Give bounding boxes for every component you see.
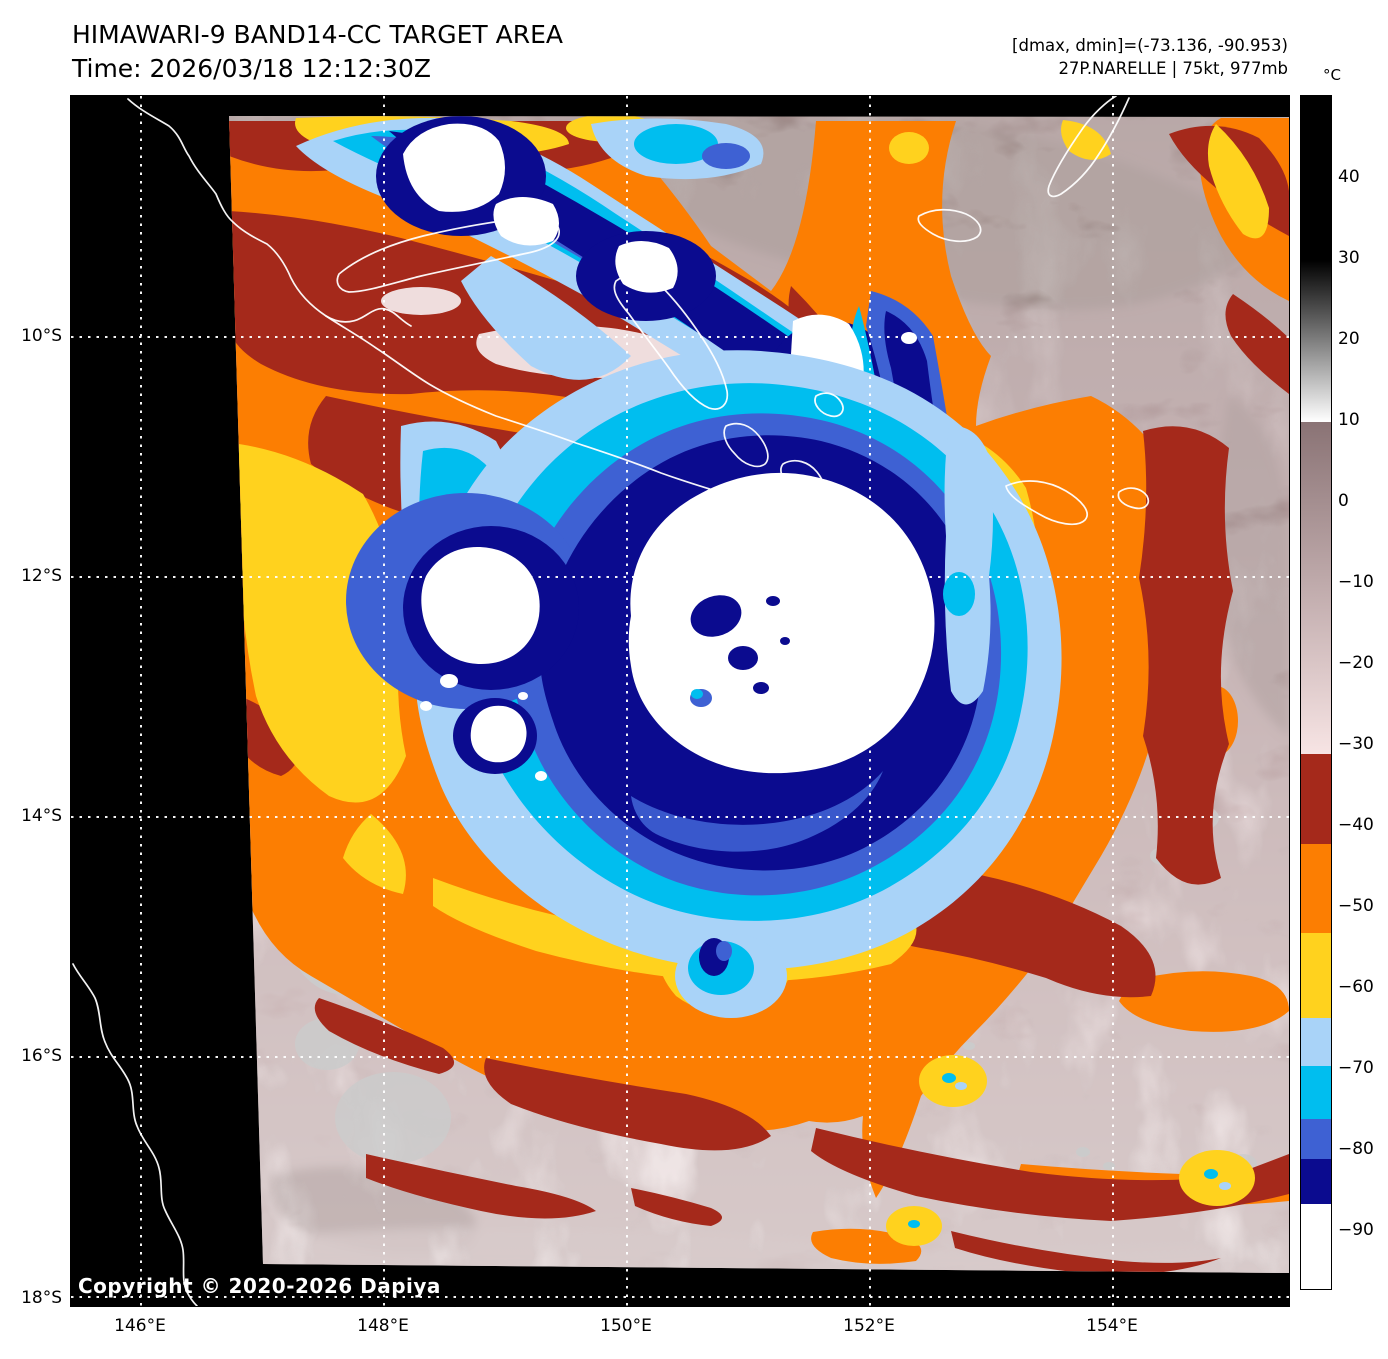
- colorbar-tick-label: −20: [1338, 653, 1374, 674]
- coastlines: [72, 96, 1150, 1306]
- colorbar-segment: [1301, 932, 1331, 1018]
- coastline-queensland: [72, 963, 198, 1306]
- time-label: Time: 2026/03/18 12:12:30Z: [72, 54, 431, 83]
- colorbar-tick-label: −60: [1338, 977, 1374, 998]
- colorbar-tick-label: 40: [1338, 167, 1360, 188]
- colorbar-segment: [1301, 1066, 1331, 1119]
- colorbar-tick-label: −10: [1338, 572, 1374, 593]
- colorbar-tick-label: −40: [1338, 815, 1374, 836]
- colorbar-tick-label: 30: [1338, 248, 1360, 269]
- colorbar-segment: [1301, 260, 1331, 423]
- map-frame: [70, 95, 1290, 1307]
- south-convective-pocket: [675, 934, 787, 1018]
- colorbar-segment: [1301, 1159, 1331, 1204]
- colorbar-tick-label: −70: [1338, 1058, 1374, 1079]
- lat-label-18s: 18°S: [21, 1288, 62, 1308]
- copyright-label: Copyright © 2020-2026 Dapiya: [78, 1274, 441, 1298]
- colorbar-tick-label: 20: [1338, 329, 1360, 350]
- central-dense-overcast: [628, 472, 935, 774]
- lon-label-152e: 152°E: [843, 1316, 895, 1336]
- colorbar-ticks: 40 30 20 10 0 −10 −20 −30 −40 −50 −60 −70 −80 −90: [1338, 95, 1388, 1288]
- coastline-new-ireland: [1047, 96, 1130, 198]
- colorbar-tick-label: −90: [1338, 1220, 1374, 1241]
- coastline-png: [127, 98, 820, 529]
- lat-label-10s: 10°S: [21, 326, 62, 346]
- lon-label-154e: 154°E: [1086, 1316, 1138, 1336]
- colorbar: [1300, 95, 1332, 1290]
- colorbar-tick-label: 0: [1338, 491, 1349, 512]
- colorbar-segment: [1301, 422, 1331, 755]
- lon-label-150e: 150°E: [600, 1316, 652, 1336]
- dmax-dmin-label: [dmax, dmin]=(-73.136, -90.953): [1012, 36, 1288, 55]
- page-title: HIMAWARI-9 BAND14-CC TARGET AREA: [72, 20, 564, 49]
- colorbar-tick-label: −80: [1338, 1139, 1374, 1160]
- colorbar-tick-label: −50: [1338, 896, 1374, 917]
- colorbar-segment: [1301, 754, 1331, 844]
- satellite-image: [71, 96, 1289, 1306]
- colorbar-tick-label: −30: [1338, 734, 1374, 755]
- coastline-solomons: [1005, 480, 1088, 526]
- colorbar-segment: [1301, 1118, 1331, 1160]
- lat-label-16s: 16°S: [21, 1046, 62, 1066]
- lat-label-14s: 14°S: [21, 806, 62, 826]
- colorbar-segment: [1301, 843, 1331, 933]
- lon-label-148e: 148°E: [357, 1316, 409, 1336]
- colorbar-segment: [1301, 96, 1331, 261]
- grid-lines: [71, 96, 1289, 1306]
- colorbar-segment: [1301, 1203, 1331, 1289]
- coastline-bougainville: [613, 273, 729, 410]
- colorbar-unit-label: °C: [1323, 66, 1341, 84]
- colorbar-tick-label: 10: [1338, 410, 1360, 431]
- lon-label-146e: 146°E: [114, 1316, 166, 1336]
- small-cold-specks: [908, 1073, 1231, 1228]
- lat-label-12s: 12°S: [21, 566, 62, 586]
- coastline-new-britain: [336, 216, 560, 293]
- colorbar-segment: [1301, 1017, 1331, 1067]
- storm-info-label: 27P.NARELLE | 75kt, 977mb: [1058, 59, 1288, 78]
- cyclone-core: [346, 350, 1062, 970]
